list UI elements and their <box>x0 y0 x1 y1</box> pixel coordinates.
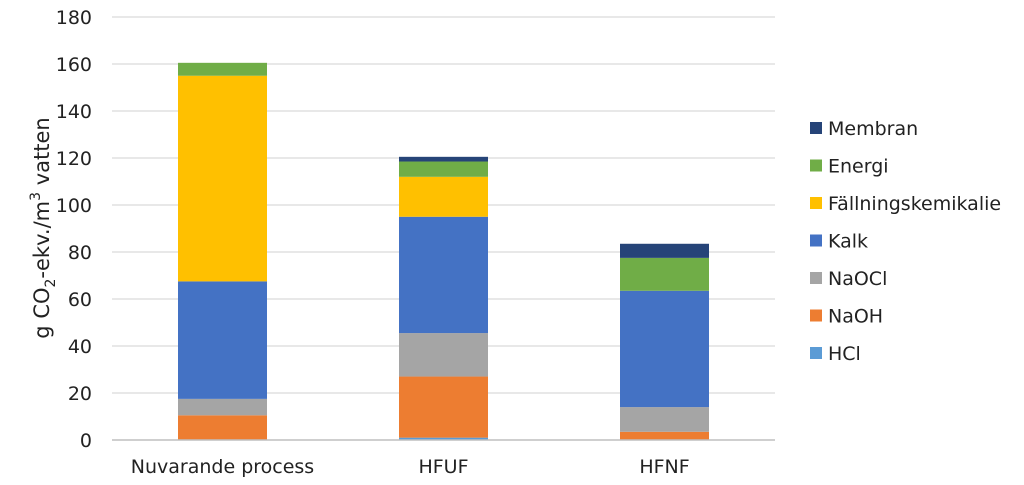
legend-label: Energi <box>828 156 889 178</box>
y-tick-label: 160 <box>56 54 92 76</box>
bar-segment <box>399 216 488 334</box>
legend-label: HCl <box>828 343 861 365</box>
category-label: HFUF <box>418 456 468 478</box>
y-tick-label: 100 <box>56 195 92 217</box>
category-labels: Nuvarande process HFUF HFNF <box>131 456 690 478</box>
bar-segment <box>399 156 488 162</box>
bar-segment <box>178 415 267 440</box>
bar-segment <box>620 431 709 440</box>
bar-segment <box>178 281 267 399</box>
bar-segment <box>620 257 709 291</box>
y-axis-label-end: vatten <box>30 117 54 192</box>
legend-label: NaOCl <box>828 268 887 290</box>
legend: Membran Energi Fällningskemikalie Kalk NaOCl… <box>810 118 1001 365</box>
legend-label: Fällningskemikalie <box>828 193 1001 215</box>
legend-swatch <box>810 159 822 172</box>
legend-label: Kalk <box>828 231 868 253</box>
legend-label: NaOH <box>828 306 883 328</box>
y-tick-label: 40 <box>68 336 92 358</box>
bar-segment <box>620 243 709 258</box>
legend-swatch <box>810 122 822 134</box>
bar-segment <box>399 333 488 377</box>
category-label: Nuvarande process <box>131 456 314 478</box>
bar-segment <box>399 176 488 217</box>
bars <box>178 62 709 440</box>
y-axis-label-sub: 2 <box>43 279 59 288</box>
legend-swatch <box>810 234 822 247</box>
y-tick-label: 60 <box>68 289 92 311</box>
y-tick-label: 180 <box>56 7 92 29</box>
legend-swatch <box>810 197 822 209</box>
bar-segment <box>399 161 488 177</box>
y-tick-label: 20 <box>68 383 92 405</box>
y-tick-label: 0 <box>80 430 92 452</box>
bar-segment <box>178 398 267 416</box>
bar-segment <box>620 407 709 432</box>
legend-swatch <box>810 272 822 284</box>
bar-segment <box>178 62 267 76</box>
legend-swatch <box>810 309 822 322</box>
y-axis-ticks: 0 20 40 60 80 100 120 140 160 180 <box>56 7 92 452</box>
bar-segment <box>620 290 709 408</box>
y-axis-label-sup: 3 <box>28 192 44 201</box>
legend-label: Membran <box>828 118 918 140</box>
legend-swatch <box>810 347 822 359</box>
y-tick-label: 80 <box>68 242 92 264</box>
y-tick-label: 120 <box>56 148 92 170</box>
bar-segment <box>399 437 488 440</box>
bar-segment <box>399 376 488 438</box>
y-axis-label: g CO2-ekv./m3 vatten <box>28 117 59 338</box>
category-label: HFNF <box>639 456 689 478</box>
bar-segment <box>178 75 267 282</box>
y-axis-label-mid: -ekv./m <box>30 201 54 279</box>
y-axis-label-main: g CO <box>30 287 54 338</box>
y-tick-label: 140 <box>56 101 92 123</box>
